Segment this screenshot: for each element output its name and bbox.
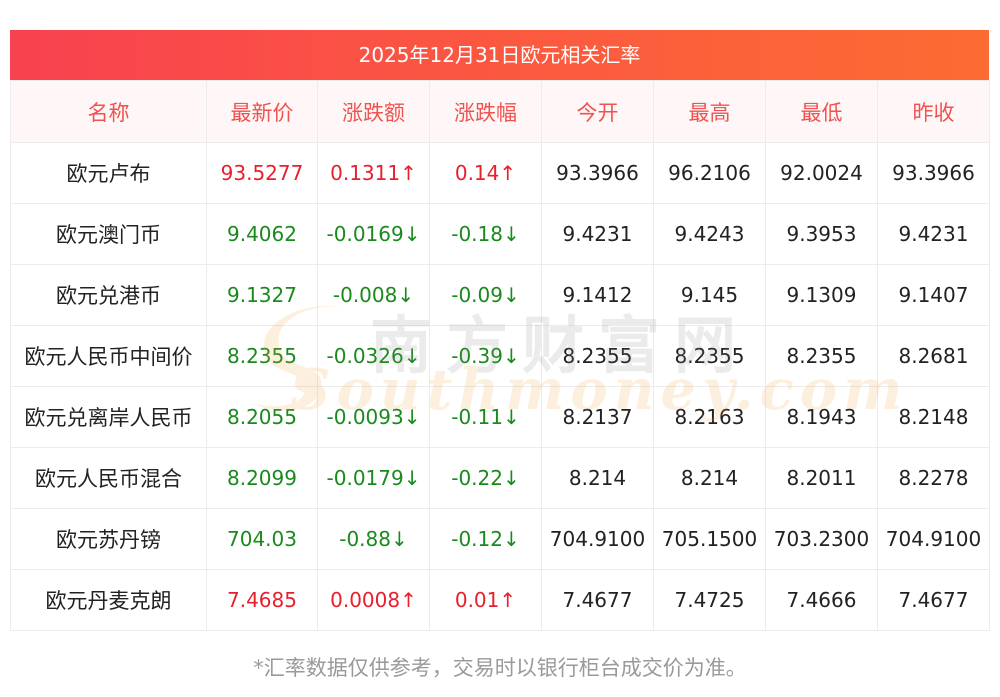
cell-high: 8.2355 (653, 325, 766, 387)
cell-change: -0.0093↓ (317, 386, 430, 448)
cell-high: 9.145 (653, 264, 766, 326)
cell-latest: 704.03 (206, 508, 318, 570)
table-row: 欧元兑离岸人民币 8.2055 -0.0093↓ -0.11↓ 8.2137 8… (10, 386, 990, 448)
cell-prev-close: 8.2278 (877, 447, 990, 509)
cell-change: -0.0179↓ (317, 447, 430, 509)
cell-low: 7.4666 (765, 569, 878, 631)
cell-change-pct: -0.09↓ (429, 264, 542, 326)
cell-open: 8.214 (541, 447, 654, 509)
cell-prev-close: 704.9100 (877, 508, 990, 570)
cell-change-pct: 0.01↑ (429, 569, 542, 631)
cell-high: 9.4243 (653, 203, 766, 265)
cell-prev-close: 8.2681 (877, 325, 990, 387)
cell-high: 8.2163 (653, 386, 766, 448)
table-row: 欧元兑港币 9.1327 -0.008↓ -0.09↓ 9.1412 9.145… (10, 264, 990, 326)
cell-low: 92.0024 (765, 142, 878, 204)
cell-change: 0.0008↑ (317, 569, 430, 631)
cell-prev-close: 8.2148 (877, 386, 990, 448)
header-change-pct: 涨跌幅 (429, 80, 542, 143)
cell-high: 96.2106 (653, 142, 766, 204)
header-prev-close: 昨收 (877, 80, 990, 143)
cell-change-pct: -0.39↓ (429, 325, 542, 387)
cell-low: 8.1943 (765, 386, 878, 448)
cell-low: 8.2011 (765, 447, 878, 509)
disclaimer-footnote: *汇率数据仅供参考，交易时以银行柜台成交价为准。 (253, 656, 747, 680)
cell-latest: 93.5277 (206, 142, 318, 204)
cell-prev-close: 9.4231 (877, 203, 990, 265)
cell-name: 欧元丹麦克朗 (10, 569, 207, 631)
table-header-row: 名称 最新价 涨跌额 涨跌幅 今开 最高 最低 昨收 (10, 80, 990, 143)
cell-name: 欧元人民币混合 (10, 447, 207, 509)
cell-change-pct: -0.22↓ (429, 447, 542, 509)
cell-low: 9.1309 (765, 264, 878, 326)
table-title: 2025年12月31日欧元相关汇率 (10, 30, 989, 80)
cell-change-pct: -0.11↓ (429, 386, 542, 448)
rate-table-card: 2025年12月31日欧元相关汇率 名称 最新价 涨跌额 涨跌幅 今开 最高 最… (10, 30, 990, 631)
table-row: 欧元苏丹镑 704.03 -0.88↓ -0.12↓ 704.9100 705.… (10, 508, 990, 570)
cell-open: 8.2137 (541, 386, 654, 448)
cell-name: 欧元兑离岸人民币 (10, 386, 207, 448)
cell-low: 9.3953 (765, 203, 878, 265)
cell-name: 欧元兑港币 (10, 264, 207, 326)
table-row: 欧元卢布 93.5277 0.1311↑ 0.14↑ 93.3966 96.21… (10, 142, 990, 204)
cell-low: 8.2355 (765, 325, 878, 387)
table-row: 欧元澳门币 9.4062 -0.0169↓ -0.18↓ 9.4231 9.42… (10, 203, 990, 265)
cell-change: -0.008↓ (317, 264, 430, 326)
table-row: 欧元人民币中间价 8.2355 -0.0326↓ -0.39↓ 8.2355 8… (10, 325, 990, 387)
header-low: 最低 (765, 80, 878, 143)
cell-open: 8.2355 (541, 325, 654, 387)
cell-change-pct: -0.18↓ (429, 203, 542, 265)
exchange-rate-table: 名称 最新价 涨跌额 涨跌幅 今开 最高 最低 昨收 欧元卢布 93.5277 … (10, 80, 990, 631)
cell-change-pct: 0.14↑ (429, 142, 542, 204)
cell-open: 7.4677 (541, 569, 654, 631)
cell-change: 0.1311↑ (317, 142, 430, 204)
cell-change: -0.0169↓ (317, 203, 430, 265)
cell-prev-close: 93.3966 (877, 142, 990, 204)
cell-open: 9.4231 (541, 203, 654, 265)
table-row: 欧元人民币混合 8.2099 -0.0179↓ -0.22↓ 8.214 8.2… (10, 447, 990, 509)
header-name: 名称 (10, 80, 207, 143)
cell-name: 欧元苏丹镑 (10, 508, 207, 570)
cell-latest: 9.4062 (206, 203, 318, 265)
table-row: 欧元丹麦克朗 7.4685 0.0008↑ 0.01↑ 7.4677 7.472… (10, 569, 990, 631)
cell-prev-close: 9.1407 (877, 264, 990, 326)
cell-latest: 7.4685 (206, 569, 318, 631)
cell-low: 703.2300 (765, 508, 878, 570)
header-latest: 最新价 (206, 80, 318, 143)
cell-latest: 9.1327 (206, 264, 318, 326)
cell-prev-close: 7.4677 (877, 569, 990, 631)
header-change: 涨跌额 (317, 80, 430, 143)
header-open: 今开 (541, 80, 654, 143)
cell-high: 705.1500 (653, 508, 766, 570)
cell-latest: 8.2355 (206, 325, 318, 387)
cell-name: 欧元人民币中间价 (10, 325, 207, 387)
cell-high: 8.214 (653, 447, 766, 509)
cell-latest: 8.2099 (206, 447, 318, 509)
cell-high: 7.4725 (653, 569, 766, 631)
header-high: 最高 (653, 80, 766, 143)
cell-change: -0.0326↓ (317, 325, 430, 387)
cell-latest: 8.2055 (206, 386, 318, 448)
cell-name: 欧元卢布 (10, 142, 207, 204)
cell-open: 704.9100 (541, 508, 654, 570)
cell-open: 9.1412 (541, 264, 654, 326)
cell-change-pct: -0.12↓ (429, 508, 542, 570)
cell-open: 93.3966 (541, 142, 654, 204)
cell-name: 欧元澳门币 (10, 203, 207, 265)
cell-change: -0.88↓ (317, 508, 430, 570)
